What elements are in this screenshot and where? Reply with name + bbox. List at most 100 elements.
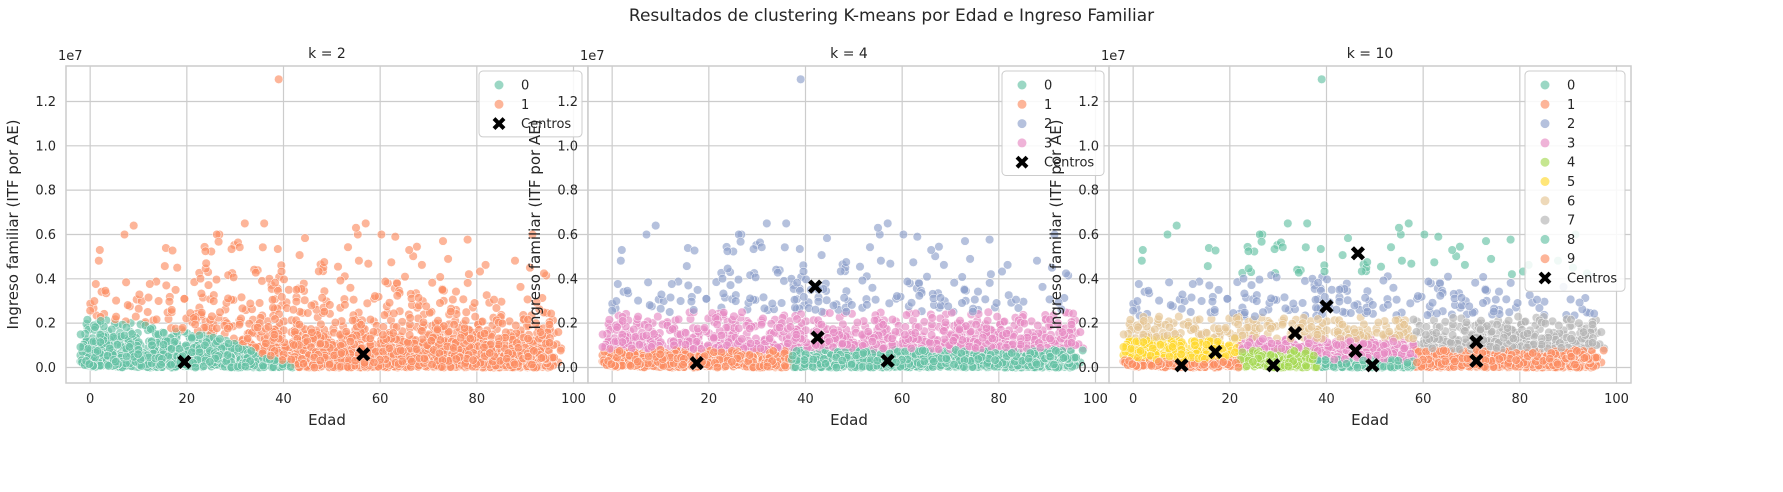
data-point [970, 295, 980, 305]
data-point [380, 277, 390, 287]
data-point [405, 313, 415, 323]
data-point [544, 320, 554, 330]
data-point [342, 362, 353, 372]
data-point [604, 315, 614, 325]
data-point [497, 318, 507, 328]
data-point [131, 312, 141, 322]
data-point [268, 295, 278, 305]
data-point [388, 328, 398, 338]
data-point [227, 244, 237, 254]
data-point [729, 311, 739, 321]
data-point [317, 293, 327, 303]
data-point [336, 348, 346, 358]
data-point [810, 305, 820, 315]
data-point [997, 266, 1007, 277]
data-point [417, 260, 427, 270]
data-point [268, 303, 278, 313]
legend-label: 0 [521, 79, 529, 94]
data-point [795, 244, 805, 254]
data-point [154, 296, 164, 306]
data-point [100, 286, 110, 296]
data-point [973, 287, 983, 297]
data-point [295, 250, 305, 260]
data-point [546, 309, 556, 319]
data-point [901, 310, 911, 320]
data-point [349, 295, 359, 305]
data-point [537, 353, 547, 363]
data-point [922, 272, 932, 282]
data-point [314, 266, 324, 276]
data-point [1033, 320, 1043, 331]
data-point [733, 275, 744, 285]
data-point [200, 246, 211, 256]
data-point [758, 292, 769, 302]
y-tick-label: 0.4 [35, 272, 56, 287]
data-point [911, 308, 921, 318]
data-point [164, 296, 174, 307]
data-point-outlier [259, 218, 269, 228]
data-point [839, 293, 849, 303]
data-point [386, 257, 396, 267]
data-point [427, 359, 437, 370]
data-point [470, 312, 480, 322]
data-point [223, 350, 233, 360]
data-point [723, 264, 733, 274]
x-tick-label: 80 [469, 392, 486, 407]
data-point [146, 324, 156, 334]
data-point [233, 343, 244, 353]
data-point [392, 291, 402, 301]
data-point [449, 343, 459, 353]
data-point [749, 244, 759, 254]
data-point-outlier [172, 263, 182, 273]
data-point [798, 266, 809, 277]
data-point [300, 233, 310, 243]
data-point [461, 307, 471, 317]
data-point [119, 330, 129, 340]
data-point [379, 310, 389, 320]
data-point [94, 256, 104, 266]
data-point [187, 333, 197, 343]
data-point [309, 362, 319, 373]
data-point [396, 345, 406, 355]
data-point-outlier [438, 236, 448, 246]
data-point [751, 272, 761, 282]
y-tick-label: 1.0 [35, 139, 56, 154]
data-point [384, 298, 395, 308]
data-point [464, 269, 474, 279]
data-point [1032, 256, 1042, 266]
data-point [277, 292, 287, 302]
data-point [817, 250, 827, 260]
data-point [965, 254, 975, 264]
data-point [992, 298, 1002, 308]
x-tick-label: 60 [372, 392, 389, 407]
data-point [84, 359, 94, 369]
data-point [884, 298, 894, 308]
data-point [159, 328, 169, 338]
data-point [513, 343, 523, 353]
data-point [365, 333, 375, 344]
data-point [315, 339, 326, 349]
data-point [417, 326, 427, 336]
data-point [968, 307, 978, 317]
data-point [89, 296, 99, 306]
data-point [683, 280, 693, 290]
data-point [363, 259, 373, 269]
data-point-outlier [404, 245, 414, 255]
data-point [270, 278, 280, 288]
data-point [345, 336, 355, 347]
data-point [340, 300, 350, 310]
data-point [112, 340, 122, 350]
x-axis-label: Edad [308, 411, 346, 429]
data-point [616, 256, 626, 266]
data-point [179, 294, 189, 304]
data-point [432, 324, 443, 334]
data-point [709, 333, 719, 343]
data-point [799, 292, 809, 302]
y-tick-label: 0.2 [35, 317, 56, 332]
data-point [246, 346, 256, 356]
data-point [407, 356, 417, 366]
data-point [836, 266, 846, 276]
data-point [294, 319, 304, 330]
y-tick-label: 0.8 [35, 184, 56, 199]
data-point [1066, 338, 1077, 348]
